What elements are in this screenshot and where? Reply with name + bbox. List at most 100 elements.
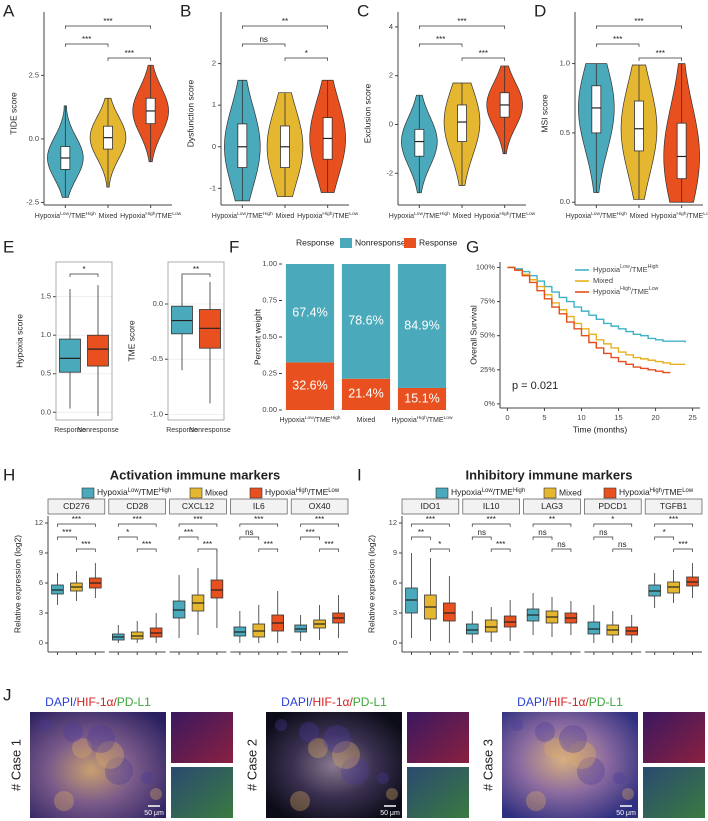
significance-label: *	[126, 528, 129, 537]
legend-swatch	[249, 487, 263, 499]
significance-bracket	[239, 523, 279, 527]
y-tick-label: 0%	[484, 399, 495, 408]
y-tick-label: 3	[39, 608, 43, 617]
significance-bracket	[673, 548, 693, 552]
significance-bracket	[532, 536, 553, 540]
y-tick-label: 1	[212, 100, 216, 109]
y-tick-label: 3	[393, 608, 397, 617]
bar-segment	[397, 264, 447, 388]
y-axis-label: Dysfunction score	[185, 79, 195, 147]
y-tick-label: 9	[393, 548, 397, 557]
y-tick-label: 100%	[476, 262, 496, 271]
value-label: 32.6%	[292, 378, 327, 392]
significance-bracket	[76, 548, 96, 552]
significance-label: ***	[254, 515, 263, 524]
significance-bracket	[612, 548, 633, 552]
significance-bracket	[595, 25, 683, 29]
x-tick-label: Mixed	[276, 213, 295, 220]
facet-label: IL10	[483, 501, 500, 511]
y-tick-label: 0.50	[262, 332, 277, 341]
significance-label: *	[82, 265, 85, 274]
significance-label: ***	[81, 540, 90, 549]
x-tick-label: HypoxiaHigh/TMELow	[651, 211, 708, 220]
y-axis-label: Overall Survival	[468, 305, 478, 365]
facet-strip	[47, 498, 106, 515]
significance-bracket	[64, 25, 152, 29]
stain-label: DAPI/HIF-1α/PD-L1	[45, 695, 151, 709]
significance-label: ***	[479, 49, 488, 58]
significance-bracket	[57, 536, 77, 540]
legend-label: HypoxiaLow/TMEHigh	[593, 264, 659, 274]
y-tick-label: 4	[389, 22, 393, 31]
significance-label: ***	[193, 515, 202, 524]
legend-label: HypoxiaLow/TMEHigh	[97, 487, 171, 497]
panel-letter: C	[357, 1, 369, 20]
bar-segment	[285, 362, 335, 410]
significance-bracket	[430, 548, 450, 552]
y-tick-label: -2	[386, 168, 393, 177]
significance-bracket	[551, 548, 572, 552]
y-tick-label: 12	[389, 518, 397, 527]
significance-bracket	[178, 536, 199, 540]
facet-strip	[584, 498, 642, 515]
y-tick-label: 12	[35, 518, 43, 527]
y-tick-label: 0.0	[153, 299, 163, 308]
tissue-image	[502, 712, 638, 818]
significance-bracket	[595, 43, 640, 47]
y-axis-label: Hypoxia score	[14, 314, 24, 368]
x-tick-label: Mixed	[357, 417, 376, 424]
box	[484, 619, 498, 633]
significance-bracket	[461, 57, 506, 61]
significance-label: ***	[496, 540, 505, 549]
tissue-texture	[613, 772, 625, 784]
significance-bracket	[64, 43, 109, 47]
tissue-texture	[63, 722, 83, 742]
y-tick-label: 1.0	[41, 330, 51, 339]
tissue-texture	[105, 757, 133, 785]
chart-title: Inhibitory immune markers	[466, 467, 633, 482]
significance-label: *	[611, 515, 614, 524]
value-label: 78.6%	[348, 314, 383, 328]
tissue-texture	[87, 725, 115, 753]
significance-label: ***	[669, 515, 678, 524]
significance-bracket	[300, 536, 320, 540]
x-axis-label: Time (months)	[573, 424, 628, 434]
significance-bracket	[593, 536, 614, 540]
x-tick-label: HypoxiaHigh/TMELow	[120, 211, 182, 220]
tissue-texture	[377, 772, 389, 784]
tissue-texture	[308, 738, 328, 758]
y-tick-label: 2	[212, 59, 216, 68]
y-tick-label: 0.75	[262, 295, 277, 304]
tissue-texture	[72, 738, 92, 758]
x-tick-label: HypoxiaHigh/TMELow	[297, 211, 359, 220]
box	[59, 338, 81, 373]
value-label: 21.4%	[348, 387, 383, 401]
legend-swatch	[404, 238, 416, 248]
x-tick-label: HypoxiaLow/TMEHigh	[566, 211, 627, 220]
y-tick-label: 9	[39, 548, 43, 557]
tissue-texture	[535, 722, 555, 742]
significance-label: ***	[426, 515, 435, 524]
facet-strip	[462, 498, 520, 515]
facet-strip	[108, 498, 166, 515]
y-axis-label: TIDE score	[8, 92, 18, 135]
legend-swatch	[81, 487, 95, 499]
tissue-texture	[577, 757, 605, 785]
box	[587, 621, 601, 635]
significance-bracket	[241, 25, 329, 29]
y-tick-label: 0.0	[41, 407, 51, 416]
panel-letter: J	[3, 685, 12, 704]
y-tick-label: 2.5	[29, 70, 39, 79]
y-axis-label: MSI score	[539, 94, 549, 133]
box	[457, 104, 467, 142]
tissue-texture	[39, 719, 51, 731]
y-axis-label: Relative expression (log2)	[366, 535, 376, 633]
y-tick-label: 0	[389, 119, 393, 128]
panel-letter: F	[229, 237, 239, 256]
legend-swatch	[603, 487, 617, 499]
inset-image	[643, 712, 705, 763]
tissue-texture	[299, 722, 319, 742]
legend-label: Nonresponse	[355, 237, 406, 247]
stain-part: PD-L1	[117, 695, 151, 709]
box	[87, 334, 109, 367]
